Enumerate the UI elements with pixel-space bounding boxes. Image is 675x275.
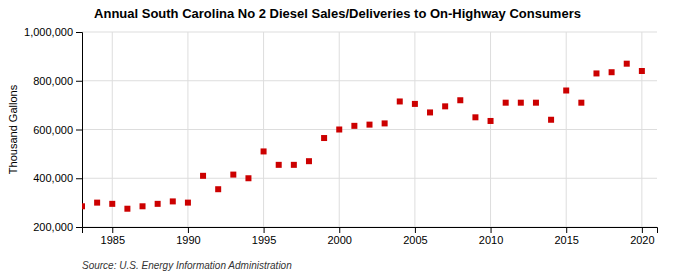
x-tick: 1995 [252,227,276,246]
point [488,118,494,124]
x-tick-label: 2020 [630,234,654,246]
point [321,135,327,141]
point [306,158,312,164]
source-note: Source: U.S. Energy Information Administ… [82,260,292,271]
point [412,101,418,107]
y-axis-line [76,33,83,228]
point [593,70,599,76]
point [185,200,191,206]
point [397,98,403,104]
point [276,162,282,168]
y-tick-label: 200,000 [33,221,73,233]
y-tick-mark [76,130,82,131]
x-tick-label: 2010 [479,234,503,246]
point [261,148,267,154]
point [548,117,554,123]
point [367,122,373,128]
y-tick: 800,000 [33,75,82,87]
x-tick: 1990 [176,227,200,246]
x-tick-mark [491,227,492,233]
y-tick-label: 600,000 [33,124,73,136]
point [140,203,146,209]
point [291,162,297,168]
point [94,200,100,206]
point [578,100,584,106]
x-tick-mark [339,227,340,233]
x-tick-label: 1990 [176,234,200,246]
y-tick-label: 400,000 [33,172,73,184]
grid [82,32,657,227]
point [230,172,236,178]
x-tick: 2005 [403,227,427,246]
grid-line-x [566,32,567,227]
y-tick-mark [76,227,82,228]
point [124,206,130,212]
x-tick-label: 1985 [101,234,125,246]
x-tick: 2010 [479,227,503,246]
y-tick: 200,000 [33,221,82,233]
x-axis: 1985 1990 1995 2000 2005 2010 2015 2020 [83,227,658,246]
plot: 1985 1990 1995 2000 2005 2010 2015 2020 200,000 4… [24,26,657,246]
grid-line-x [414,32,415,227]
x-tick: 1985 [101,227,125,246]
y-tick-mark [76,81,82,82]
point [533,100,539,106]
x-tick-mark [566,227,567,233]
grid-line-y [82,32,657,33]
y-axis: 200,000 400,000 600,000 800,000 1,000,000 [24,26,82,233]
x-tick-mark [642,227,643,233]
chart: 1985 1990 1995 2000 2005 2010 2015 2020 200,000 4… [0,0,675,275]
point [351,123,357,129]
x-tick-label: 1995 [252,234,276,246]
y-tick-mark [76,32,82,33]
point [336,127,342,133]
grid-line-x [263,32,264,227]
x-tick-label: 2000 [327,234,351,246]
point [624,61,630,67]
point [427,109,433,115]
x-tick-mark [188,227,189,233]
grid-line-y [82,178,657,179]
y-tick-label: 800,000 [33,75,73,87]
point [82,203,85,209]
y-tick: 400,000 [33,172,82,184]
point [563,88,569,94]
x-tick-mark [264,227,265,233]
y-tick: 600,000 [33,124,82,136]
point [472,114,478,120]
x-tick: 2015 [554,227,578,246]
grid-line-x [187,32,188,227]
point [155,201,161,207]
point [639,68,645,74]
y-tick: 1,000,000 [24,26,82,38]
x-axis-line [83,228,658,234]
x-tick-label: 2015 [554,234,578,246]
x-tick: 2000 [327,227,351,246]
point [200,173,206,179]
point [457,97,463,103]
x-tick: 2020 [630,227,654,246]
x-tick-mark [415,227,416,233]
grid-line-x [641,32,642,227]
x-tick-label: 2005 [403,234,427,246]
grid-line-y [82,80,657,81]
point [215,186,221,192]
point [518,100,524,106]
grid-line-x [112,32,113,227]
point [503,100,509,106]
point [170,198,176,204]
grid-line-y [82,129,657,130]
grid-line-x [490,32,491,227]
title: Annual South Carolina No 2 Diesel Sales/… [94,6,581,21]
x-tick-mark [112,227,113,233]
point [245,175,251,181]
point [609,69,615,75]
y-tick-label: 1,000,000 [24,26,73,38]
y-tick-mark [76,178,82,179]
y-axis-title: Thousand Gallons [7,84,19,174]
point [442,103,448,109]
point [109,201,115,207]
point [382,120,388,126]
marks [82,61,645,212]
